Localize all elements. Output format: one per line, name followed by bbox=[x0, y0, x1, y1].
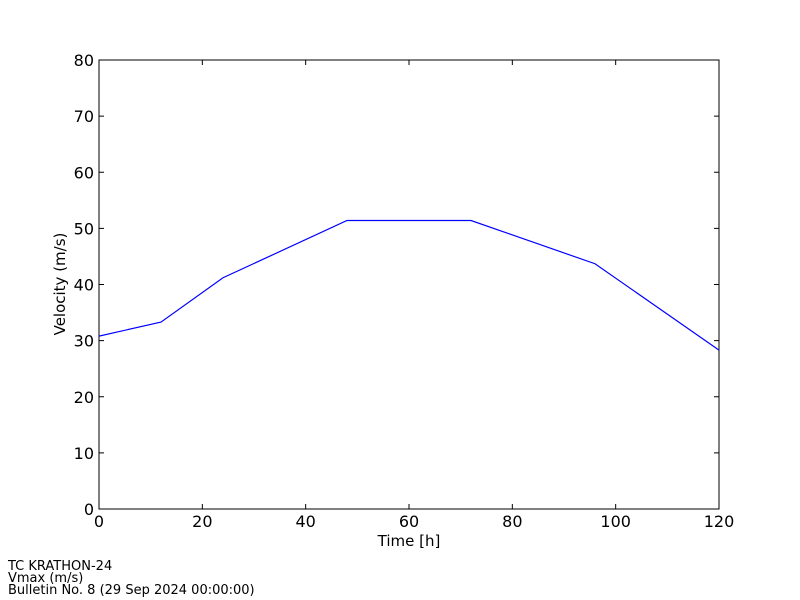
y-tick-label: 10 bbox=[74, 444, 94, 463]
footer-note: Vmax (m/s) bbox=[8, 571, 83, 586]
x-tick-label: 40 bbox=[295, 512, 315, 531]
y-axis-label: Velocity (m/s) bbox=[51, 233, 69, 336]
x-tick-label: 0 bbox=[94, 512, 104, 531]
footer-note: TC KRATHON-24 bbox=[7, 559, 112, 574]
y-tick-label: 30 bbox=[74, 332, 94, 351]
x-tick-label: 80 bbox=[502, 512, 522, 531]
plot-frame bbox=[98, 59, 720, 510]
y-tick-label: 60 bbox=[74, 163, 94, 182]
line-series bbox=[98, 219, 720, 351]
y-tick-label: 20 bbox=[74, 388, 94, 407]
y-tick-label: 70 bbox=[74, 107, 94, 126]
y-tick-label: 50 bbox=[74, 219, 94, 238]
footer-note: Bulletin No. 8 (29 Sep 2024 00:00:00) bbox=[8, 583, 255, 598]
x-axis-label: Time [h] bbox=[377, 532, 441, 550]
x-tick-label: 120 bbox=[704, 512, 735, 531]
y-tick-label: 80 bbox=[74, 51, 94, 70]
x-tick-label: 60 bbox=[399, 512, 419, 531]
x-tick-label: 100 bbox=[600, 512, 631, 531]
y-tick-label: 40 bbox=[74, 276, 94, 295]
x-tick-label: 20 bbox=[192, 512, 212, 531]
y-tick-label: 0 bbox=[84, 500, 94, 519]
